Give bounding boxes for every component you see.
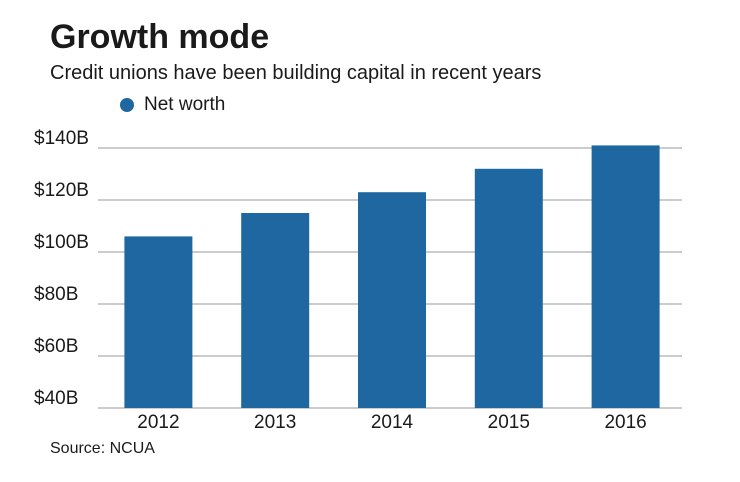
x-tick-label: 2014	[371, 412, 414, 433]
legend: Net worth	[120, 94, 225, 116]
bar-2012	[124, 236, 193, 408]
legend-marker	[120, 98, 134, 112]
y-tick-label: $100B	[34, 232, 89, 253]
y-tick-label: $60B	[34, 336, 78, 357]
y-tick-label: $140B	[34, 128, 89, 149]
bar-2013	[241, 213, 310, 408]
chart-title: Growth mode	[50, 18, 270, 56]
y-tick-label: $80B	[34, 284, 78, 305]
bar-2015	[474, 168, 543, 408]
y-tick-label: $120B	[34, 180, 89, 201]
bars	[124, 145, 660, 408]
y-tick-label: $40B	[34, 388, 78, 409]
x-tick-label: 2012	[137, 412, 179, 433]
x-tick-label: 2013	[254, 412, 296, 433]
y-axis-labels: $40B $60B $80B $100B $120B $140B	[34, 128, 89, 409]
chart-subtitle: Credit unions have been building capital…	[50, 62, 542, 84]
x-tick-label: 2016	[604, 412, 646, 433]
legend-label: Net worth	[144, 94, 226, 115]
source-note: Source: NCUA	[50, 440, 155, 457]
bar-2014	[358, 192, 426, 408]
bar-2016	[591, 145, 660, 408]
x-axis-labels: 2012 2013 2014 2015 2016	[137, 412, 646, 433]
x-tick-label: 2015	[488, 412, 530, 433]
